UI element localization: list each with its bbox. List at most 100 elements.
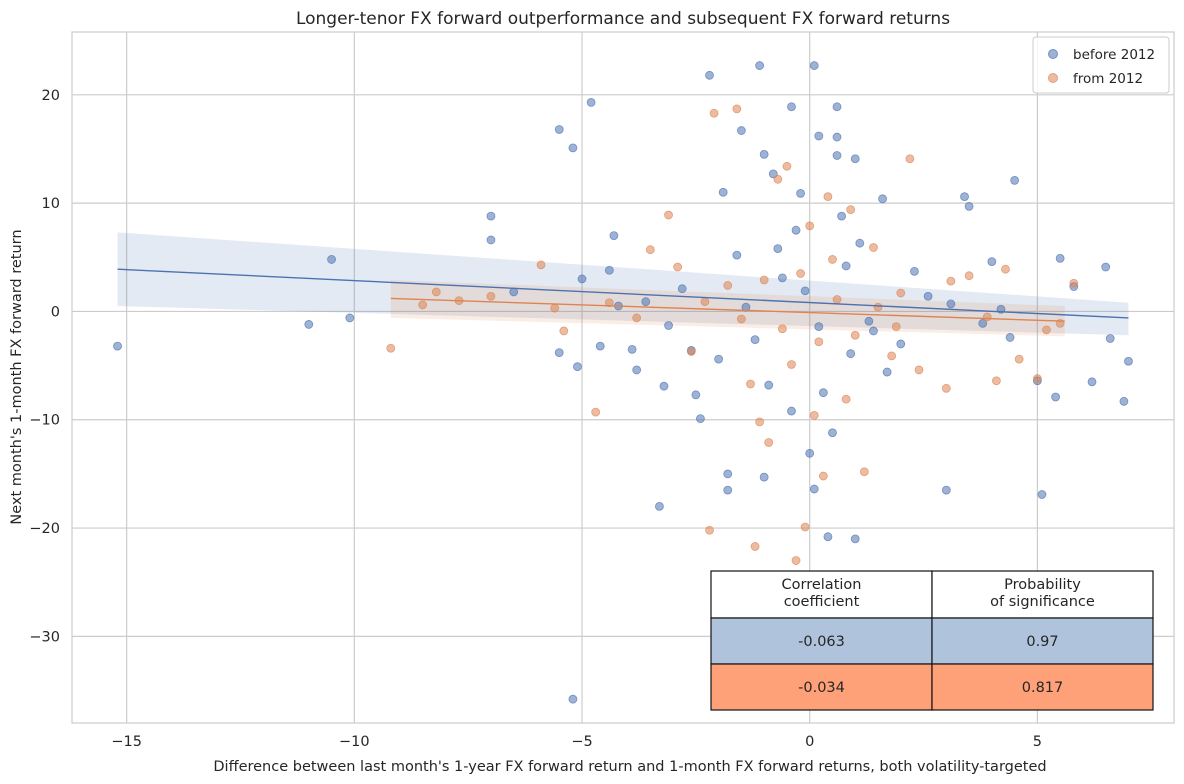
data-point-series-1 (832, 295, 842, 304)
data-point-series-0 (627, 344, 637, 354)
data-point-series-0 (850, 154, 860, 164)
stats-table: Correlation coefficient Probability of sign… (710, 570, 1154, 711)
y-tick-label: 10 (42, 196, 60, 212)
data-point-series-0 (573, 362, 582, 372)
data-point-series-0 (696, 414, 705, 424)
data-point-series-1 (755, 417, 765, 427)
x-tick-label: −15 (111, 734, 142, 750)
data-point-series-0 (832, 132, 842, 142)
table-cell (710, 617, 933, 665)
data-point-series-1 (782, 161, 792, 171)
data-point-series-0 (705, 70, 714, 80)
data-point-series-1 (941, 383, 951, 393)
data-point-series-0 (1051, 392, 1061, 402)
data-point-series-0 (946, 299, 956, 309)
data-point-series-1 (723, 281, 733, 290)
data-point-series-0 (809, 484, 819, 494)
data-point-series-1 (1069, 278, 1079, 288)
table-header-text: Probability of significance (990, 577, 1095, 610)
regression-line-0 (117, 268, 1129, 319)
data-point-series-0 (814, 322, 824, 331)
table-header-text: Correlation coefficient (782, 577, 862, 610)
data-point-series-1 (673, 262, 683, 272)
plot-frame (71, 31, 1175, 724)
data-point-series-0 (960, 192, 969, 202)
data-point-series-0 (750, 335, 760, 344)
data-point-series-0 (818, 388, 828, 398)
data-point-series-1 (709, 108, 719, 118)
data-point-series-1 (604, 298, 614, 308)
data-point-series-0 (659, 381, 669, 391)
data-point-series-0 (641, 297, 651, 307)
regression-lines (117, 268, 1129, 322)
data-point-series-1 (732, 104, 742, 114)
data-point-series-0 (718, 187, 728, 197)
data-point-series-0 (850, 534, 860, 544)
chart-title: Longer-tenor FX forward outperformance a… (296, 9, 950, 29)
data-point-series-0 (791, 225, 801, 235)
legend-marker-1 (1048, 73, 1058, 83)
data-point-series-0 (800, 286, 810, 296)
x-ticks: −15 −10 −5 0 5 (111, 734, 1042, 750)
data-point-series-1 (946, 276, 956, 286)
data-point-series-0 (787, 406, 796, 416)
data-point-series-0 (1037, 490, 1047, 499)
data-point-series-0 (896, 339, 906, 349)
scatter-points (113, 61, 1133, 704)
y-tick-label: −30 (29, 629, 60, 645)
data-point-series-1 (841, 394, 851, 404)
data-point-series-1 (486, 291, 496, 301)
data-point-series-0 (345, 313, 355, 323)
data-point-series-1 (818, 471, 828, 481)
data-point-series-0 (677, 284, 687, 294)
table-cell (931, 663, 1154, 711)
table-header-cell (931, 570, 1154, 619)
data-point-series-0 (723, 485, 733, 495)
data-point-series-1 (905, 154, 915, 164)
data-point-series-1 (664, 210, 673, 220)
data-point-series-0 (554, 125, 564, 134)
data-point-series-0 (923, 291, 933, 301)
data-point-series-1 (982, 312, 992, 322)
data-point-series-1 (873, 302, 883, 312)
data-point-series-1 (746, 379, 755, 389)
data-point-series-1 (736, 314, 746, 324)
data-point-series-1 (800, 522, 810, 532)
data-point-series-0 (910, 266, 919, 276)
x-tick-label: −5 (571, 734, 592, 750)
data-point-series-0 (759, 149, 769, 159)
data-point-series-0 (809, 61, 819, 70)
y-tick-label: 0 (51, 304, 60, 320)
legend-marker-0 (1048, 49, 1058, 59)
table-cell-text: 0.817 (1022, 680, 1064, 696)
data-point-series-0 (1101, 262, 1111, 272)
data-point-series-0 (855, 238, 865, 248)
data-point-series-1 (869, 243, 878, 252)
data-point-series-1 (386, 343, 396, 353)
data-point-series-1 (791, 556, 801, 565)
x-tick-label: 5 (1033, 734, 1042, 750)
data-point-series-0 (832, 102, 842, 112)
data-point-series-1 (787, 360, 796, 369)
legend-label-0: before 2012 (1073, 47, 1155, 63)
y-tick-label: −10 (29, 413, 60, 429)
data-point-series-1 (887, 351, 897, 361)
data-point-series-0 (577, 274, 587, 284)
data-point-series-1 (891, 322, 901, 331)
data-point-series-1 (777, 324, 787, 334)
legend-label-1: from 2012 (1073, 71, 1143, 87)
data-point-series-1 (896, 288, 906, 298)
data-point-series-1 (992, 376, 1001, 386)
data-point-series-0 (987, 257, 997, 267)
data-point-series-0 (327, 255, 336, 264)
data-point-series-1 (700, 297, 710, 307)
data-point-series-0 (777, 273, 787, 283)
table-cell-text: -0.063 (798, 634, 845, 650)
table-cell-text: 0.97 (1026, 634, 1058, 650)
data-point-series-1 (814, 337, 824, 347)
data-point-series-0 (304, 320, 314, 329)
y-ticks: −30 −20 −10 0 10 20 (29, 88, 60, 646)
x-tick-label: 0 (805, 734, 814, 750)
data-point-series-0 (1105, 334, 1115, 343)
data-point-series-1 (550, 303, 560, 313)
